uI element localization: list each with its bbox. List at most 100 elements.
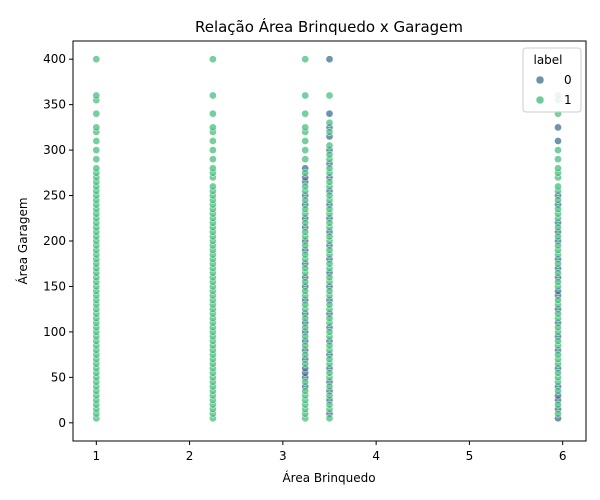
point-series-1-153 (301, 228, 310, 236)
point-series-1-191 (325, 259, 334, 268)
point-series-1-181 (325, 328, 334, 336)
point-series-1-162 (301, 146, 310, 154)
x-tick-label-0: 1 (92, 449, 100, 463)
point-series-1-207 (325, 150, 334, 159)
y-tick-label-2: 100 (43, 325, 66, 339)
point-series-1-231 (554, 268, 562, 277)
point-series-1-143 (301, 300, 310, 309)
y-tick-label-8: 400 (43, 52, 66, 66)
x-tick-label-5: 6 (559, 449, 567, 463)
point-series-1-63 (92, 91, 101, 100)
y-tick-label-5: 250 (43, 189, 66, 203)
point-series-1-134 (301, 387, 310, 395)
point-series-1-120 (209, 155, 217, 164)
point-series-1-151 (301, 241, 310, 250)
point-series-1-246 (554, 164, 562, 173)
y-axis: 0 50 100 150 200 250 300 350 400 (43, 52, 73, 430)
point-series-0-46 (325, 109, 334, 118)
point-series-1-141 (301, 314, 310, 323)
point-series-1-167 (301, 91, 310, 100)
point-series-1-165 (301, 123, 310, 132)
point-series-1-156 (301, 205, 310, 214)
point-series-0-68 (554, 137, 562, 145)
points-layer (92, 55, 562, 423)
point-series-1-183 (325, 314, 334, 323)
point-series-1-247 (554, 155, 562, 164)
point-series-1-248 (554, 146, 562, 154)
point-series-1-177 (325, 355, 334, 364)
point-series-1-175 (325, 368, 334, 377)
point-series-1-172 (325, 391, 334, 400)
point-series-1-243 (554, 182, 562, 191)
point-series-1-217 (554, 368, 562, 377)
point-series-1-210 (325, 118, 334, 127)
point-series-1-154 (301, 218, 310, 227)
point-series-1-148 (301, 264, 310, 273)
y-tick-label-6: 300 (43, 143, 66, 157)
point-series-1-157 (301, 196, 310, 204)
y-tick-label-7: 350 (43, 98, 66, 112)
point-series-1-163 (301, 137, 310, 145)
point-series-1-212 (554, 409, 562, 418)
legend-marker-1 (535, 95, 545, 105)
point-series-1-60 (92, 123, 101, 132)
point-series-1-116 (209, 182, 217, 191)
legend-label-0: 0 (564, 73, 572, 87)
point-series-1-232 (554, 259, 562, 268)
point-series-1-64 (92, 55, 101, 64)
point-series-1-55 (92, 164, 101, 173)
point-series-1-58 (92, 137, 101, 145)
point-series-1-209 (325, 128, 334, 136)
point-series-1-136 (301, 359, 310, 368)
point-series-1-241 (554, 196, 562, 204)
point-series-1-166 (301, 109, 310, 118)
point-series-1-56 (92, 155, 101, 164)
point-series-1-236 (554, 232, 562, 241)
point-series-1-119 (209, 164, 217, 173)
point-series-1-146 (301, 278, 310, 286)
chart-title: Relação Área Brinquedo x Garagem (195, 17, 463, 36)
point-series-1-220 (554, 350, 562, 359)
point-series-1-121 (209, 146, 217, 154)
point-series-1-203 (325, 178, 334, 186)
point-series-1-161 (301, 155, 310, 164)
point-series-1-237 (554, 223, 562, 232)
point-series-1-145 (301, 287, 310, 295)
point-series-1-193 (325, 246, 334, 254)
point-series-1-224 (554, 323, 562, 332)
point-series-1-122 (209, 137, 217, 145)
legend-box (522, 47, 582, 113)
x-tick-label-4: 5 (466, 449, 474, 463)
legend: label 0 1 (522, 47, 582, 113)
point-series-1-228 (554, 296, 562, 304)
point-series-1-160 (301, 168, 310, 177)
point-series-0-69 (554, 123, 562, 132)
point-series-1-173 (325, 382, 334, 391)
point-series-1-187 (325, 287, 334, 295)
point-series-1-139 (301, 332, 310, 341)
point-series-1-205 (325, 164, 334, 173)
point-series-1-57 (92, 146, 101, 154)
point-series-1-179 (325, 341, 334, 350)
point-series-1-138 (301, 341, 310, 350)
x-tick-label-1: 2 (186, 449, 194, 463)
y-tick-label-1: 50 (51, 370, 66, 384)
point-series-1-235 (554, 241, 562, 250)
y-tick-label-0: 0 (58, 416, 66, 430)
point-series-1-171 (325, 400, 334, 409)
point-series-1-214 (554, 387, 562, 395)
x-axis-label: Área Brinquedo (282, 470, 375, 485)
point-series-1-168 (301, 55, 310, 64)
y-tick-label-4: 200 (43, 234, 66, 248)
x-axis: 1 2 3 4 5 6 (92, 441, 567, 463)
point-series-1-222 (554, 337, 562, 345)
point-series-1-230 (554, 278, 562, 286)
legend-label-1: 1 (564, 93, 572, 107)
point-series-1-185 (325, 300, 334, 309)
point-series-1-125 (209, 109, 217, 118)
point-series-0-47 (325, 55, 334, 64)
x-tick-label-2: 3 (279, 449, 287, 463)
legend-title: label (533, 53, 562, 67)
point-series-1-137 (301, 350, 310, 359)
